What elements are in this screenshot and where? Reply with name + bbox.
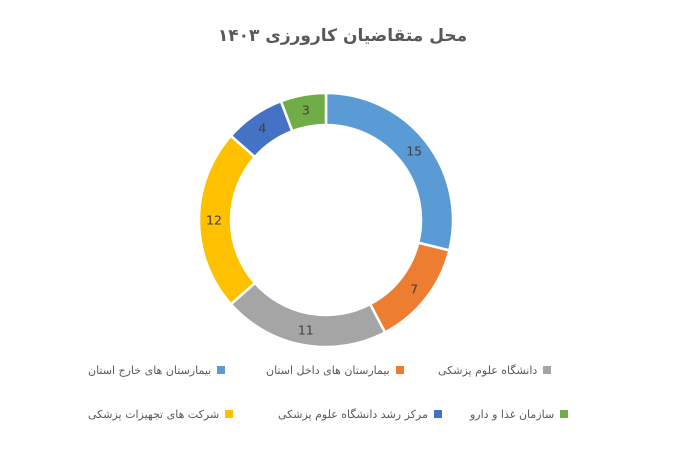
slice-value-label: 11 (298, 323, 314, 338)
legend-item[interactable]: بیمارستان های خارج استان (88, 362, 226, 378)
slice-value-label: 12 (206, 213, 222, 228)
legend-item[interactable]: شرکت های تجهیزات پزشکی (88, 406, 234, 422)
slice-value-label: 3 (302, 102, 310, 117)
legend-label: بیمارستان های داخل استان (266, 363, 390, 377)
legend-item[interactable]: مرکز رشد دانشگاه علوم پزشکی (278, 406, 442, 422)
legend-label: شرکت های تجهیزات پزشکی (88, 407, 220, 421)
legend-label: بیمارستان های خارج استان (88, 363, 212, 377)
legend-swatch (217, 366, 226, 374)
legend-swatch (543, 366, 552, 374)
legend-item[interactable]: سازمان غذا و دارو (470, 406, 569, 422)
legend-label: مرکز رشد دانشگاه علوم پزشکی (278, 407, 428, 421)
donut-slice[interactable] (279, 91, 328, 133)
legend-label: دانشگاه علوم پزشکی (438, 363, 538, 377)
legend-item[interactable]: دانشگاه علوم پزشکی (438, 362, 552, 378)
legend-swatch (433, 410, 442, 418)
legend-swatch (560, 410, 569, 418)
slice-value-label: 7 (410, 282, 418, 297)
legend-item[interactable]: بیمارستان های داخل استان (266, 362, 404, 378)
legend-swatch (225, 410, 234, 418)
slice-value-label: 15 (406, 143, 422, 158)
legend-label: سازمان غذا و دارو (470, 407, 555, 421)
slice-value-label: 4 (258, 120, 266, 135)
legend-swatch (395, 366, 404, 374)
donut-slice[interactable] (324, 91, 455, 252)
chart-title: محل متقاضیان کارورزی ۱۴۰۳ (217, 26, 468, 46)
